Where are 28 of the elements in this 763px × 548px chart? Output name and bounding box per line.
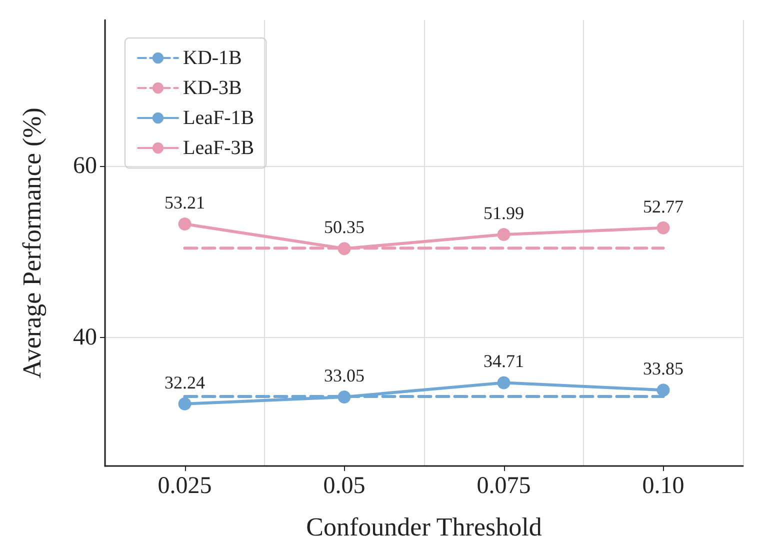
y-tick-label: 60 bbox=[73, 152, 97, 179]
data-label: 52.77 bbox=[643, 196, 684, 216]
legend-label: LeaF-1B bbox=[183, 107, 254, 129]
x-axis-title: Confounder Threshold bbox=[306, 512, 542, 542]
data-label: 34.71 bbox=[484, 351, 524, 372]
x-tick-label: 0.075 bbox=[476, 473, 531, 499]
legend-label: LeaF-3B bbox=[183, 137, 254, 159]
point bbox=[338, 390, 351, 404]
point bbox=[497, 228, 510, 242]
x-tick-label: 0.05 bbox=[323, 473, 366, 499]
data-label: 33.05 bbox=[324, 365, 364, 386]
data-label: 32.24 bbox=[164, 372, 205, 392]
x-tick-label: 0.10 bbox=[642, 473, 684, 499]
point bbox=[497, 376, 510, 390]
y-axis-title: Average Performance (%) bbox=[18, 108, 46, 378]
legend-label: KD-1B bbox=[183, 47, 242, 69]
point bbox=[656, 384, 670, 397]
legend-label: KD-3B bbox=[183, 77, 242, 99]
point bbox=[178, 397, 192, 410]
x-tick-label: 0.025 bbox=[158, 473, 212, 499]
point bbox=[178, 218, 192, 231]
data-label: 51.99 bbox=[484, 203, 524, 224]
data-label: 53.21 bbox=[164, 192, 205, 213]
point bbox=[338, 242, 351, 256]
data-label: 50.35 bbox=[324, 217, 364, 238]
y-tick-label: 40 bbox=[73, 324, 97, 350]
data-label: 33.85 bbox=[643, 358, 684, 379]
point bbox=[656, 221, 670, 234]
